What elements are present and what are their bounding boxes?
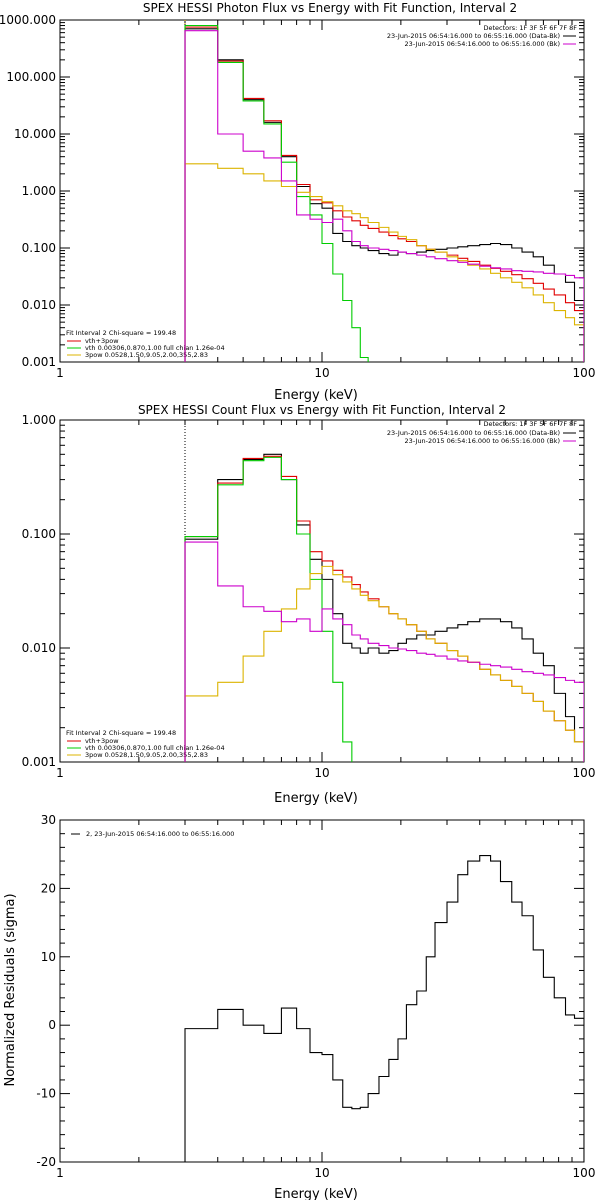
count-flux-xtick-label: 1 bbox=[56, 766, 64, 780]
count-flux-title: SPEX HESSI Count Flux vs Energy with Fit… bbox=[138, 403, 506, 417]
residuals-ytick-label: 10 bbox=[41, 950, 56, 964]
photon-flux-series-0 bbox=[184, 28, 584, 362]
photon-flux-ytick-label: 0.100 bbox=[22, 241, 56, 255]
count-flux-legend-data-bk: 23-Jun-2015 06:54:16.000 to 06:55:16.000… bbox=[387, 429, 560, 437]
count-flux-series-2 bbox=[184, 456, 353, 762]
photon-flux-legend-vth: vth 0.00306,0.870,1.00 full chian 1.26e-… bbox=[85, 344, 225, 352]
photon-flux-legend-fit: Fit Interval 2 Chi-square = 199.48 bbox=[66, 329, 176, 337]
residuals-xtick-label: 1 bbox=[56, 1166, 64, 1180]
photon-flux-title: SPEX HESSI Photon Flux vs Energy with Fi… bbox=[143, 1, 517, 15]
count-flux-series-0 bbox=[184, 453, 584, 762]
photon-flux-xlabel: Energy (keV) bbox=[274, 388, 358, 403]
residuals-ytick-label: 0 bbox=[48, 1018, 56, 1032]
count-flux-legend-bk: 23-Jun-2015 06:54:16.000 to 06:55:16.000… bbox=[405, 437, 560, 445]
photon-flux-series-1 bbox=[184, 26, 584, 362]
count-flux-ytick-label: 0.100 bbox=[22, 527, 56, 541]
residuals-xtick-label: 100 bbox=[573, 1166, 596, 1180]
photon-flux-ytick-label: 1.000 bbox=[22, 184, 56, 198]
count-flux-legend-model: vth+3pow bbox=[85, 737, 119, 745]
photon-flux-panel: SPEX HESSI Photon Flux vs Energy with Fi… bbox=[0, 1, 595, 403]
photon-flux-legend-data-bk: 23-Jun-2015 06:54:16.000 to 06:55:16.000… bbox=[387, 32, 560, 40]
photon-flux-ytick-label: 100.000 bbox=[6, 70, 56, 84]
residuals-xlabel: Energy (keV) bbox=[274, 1187, 358, 1200]
photon-flux-ytick-label: 0.001 bbox=[22, 355, 56, 369]
photon-flux-series-4 bbox=[184, 30, 584, 362]
photon-flux-plot-frame bbox=[59, 19, 585, 363]
photon-flux-legend-bk: 23-Jun-2015 06:54:16.000 to 06:55:16.000… bbox=[405, 40, 560, 48]
residuals-legend: 2, 23-Jun-2015 06:54:16.000 to 06:55:16.… bbox=[86, 830, 234, 838]
photon-flux-legend-3pow: 3pow 0.0528,1.50,9.05,2.00,355,2.83 bbox=[85, 351, 208, 359]
residuals-xtick-label: 10 bbox=[314, 1166, 329, 1180]
residuals-ytick-label: -10 bbox=[36, 1087, 56, 1101]
count-flux-xtick-label: 10 bbox=[314, 766, 329, 780]
photon-flux-series-3 bbox=[184, 163, 584, 362]
count-flux-series-4 bbox=[184, 541, 584, 762]
photon-flux-series-group bbox=[184, 24, 584, 362]
count-flux-panel: SPEX HESSI Count Flux vs Energy with Fit… bbox=[22, 403, 596, 806]
count-flux-legend-fit: Fit Interval 2 Chi-square = 199.48 bbox=[66, 729, 176, 737]
residuals-series-group bbox=[184, 855, 584, 1162]
residuals-ytick-label: -20 bbox=[36, 1155, 56, 1169]
count-flux-series-3 bbox=[184, 565, 584, 762]
residuals-panel: Energy (keV) Normalized Residuals (sigma… bbox=[3, 813, 595, 1200]
count-flux-series-group bbox=[184, 453, 584, 762]
photon-flux-xtick-label: 1 bbox=[56, 366, 64, 380]
count-flux-legend-3pow: 3pow 0.0528,1.50,9.05,2.00,355,2.83 bbox=[85, 751, 208, 759]
photon-flux-legend-model: vth+3pow bbox=[85, 337, 119, 345]
residuals-plot-frame bbox=[59, 819, 585, 1163]
photon-flux-legend-detectors: Detectors: 1F 3F 5F 6F 7F 8F bbox=[483, 24, 577, 32]
count-flux-ytick-label: 0.001 bbox=[22, 755, 56, 769]
photon-flux-series-2 bbox=[184, 24, 369, 362]
residuals-ytick-label: 20 bbox=[41, 881, 56, 895]
residuals-ytick-label: 30 bbox=[41, 813, 56, 827]
residuals-ylabel: Normalized Residuals (sigma) bbox=[3, 893, 18, 1086]
count-flux-ytick-label: 1.000 bbox=[22, 413, 56, 427]
photon-flux-xtick-label: 10 bbox=[314, 366, 329, 380]
count-flux-legend-detectors: Detectors: 1F 3F 5F 6F 7F 8F bbox=[483, 420, 577, 428]
photon-flux-ytick-label: 10.000 bbox=[14, 127, 56, 141]
photon-flux-ytick-label: 0.010 bbox=[22, 298, 56, 312]
count-flux-legend-vth: vth 0.00306,0.870,1.00 full chian 1.26e-… bbox=[85, 744, 225, 752]
count-flux-ytick-label: 0.010 bbox=[22, 641, 56, 655]
photon-flux-ytick-label: 1000.000 bbox=[0, 13, 56, 27]
count-flux-xlabel: Energy (keV) bbox=[274, 791, 358, 806]
photon-flux-xtick-label: 100 bbox=[573, 366, 596, 380]
residuals-series-0 bbox=[184, 855, 584, 1162]
count-flux-series-1 bbox=[184, 455, 584, 762]
count-flux-xtick-label: 100 bbox=[573, 766, 596, 780]
